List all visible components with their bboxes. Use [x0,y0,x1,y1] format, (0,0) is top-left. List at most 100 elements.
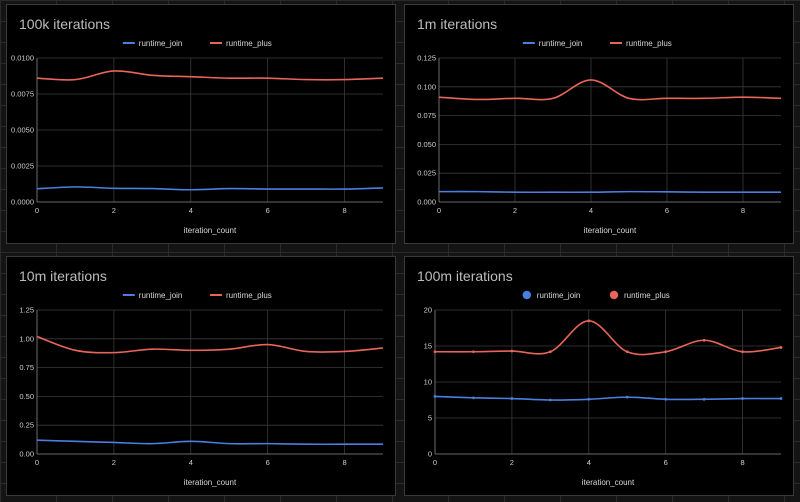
chart-1m: 1m iterations runtime_join runtime_plus 0.0… [417,16,782,235]
legend: runtime_join runtime_plus [522,39,672,48]
y-tick-label: 0.075 [417,111,436,120]
legend-label: runtime_join [537,291,581,300]
x-tick-label: 4 [587,458,591,467]
x-axis-label: iteration_count [184,226,237,235]
legend-label: runtime_plus [226,291,272,300]
legend-label: runtime_plus [226,39,272,48]
x-tick-label: 2 [112,206,116,215]
legend-item-runtime-join[interactable]: runtime_join [522,290,581,300]
x-tick-label: 8 [342,458,346,467]
y-tick-label: 5 [428,414,432,423]
y-tick-label: 1.00 [19,334,34,343]
legend-item-runtime-join[interactable]: runtime_join [122,291,183,300]
gridlines [435,309,781,454]
series-line [438,79,782,101]
series-line [36,70,384,81]
x-tick-label: 6 [664,458,668,467]
chart-title: 100k iterations [19,16,110,32]
data-point [548,398,552,402]
chart-panel-100k: 100k iterations runtime_join runtime_plus 0… [6,4,396,244]
data-point [625,350,629,354]
series-runtime-plus [438,79,782,101]
data-point [741,397,744,400]
y-tick-label: 0.000 [417,198,436,207]
series-line [36,335,384,354]
y-tick-label: 0.100 [417,82,436,91]
y-tick-label: 0.0000 [11,198,34,207]
data-point [472,396,475,400]
legend-label: runtime_join [139,291,183,300]
legend-swatch [522,290,531,300]
chart-panel-10m: 10m iterations runtime_join runtime_plus 0.… [6,256,396,496]
data-point [779,346,783,349]
data-point [779,397,783,400]
legend-item-runtime-join[interactable]: runtime_join [122,39,183,48]
y-tick-label: 1.25 [19,306,34,315]
data-point [702,338,706,342]
data-point [433,395,437,398]
legend: runtime_join runtime_plus [122,291,272,300]
series-runtime-join [36,439,383,446]
legend-label: runtime_join [539,39,583,48]
y-tick-label: 0.125 [417,54,436,63]
series-runtime-join [36,186,384,191]
series-runtime-join [433,395,783,402]
data-point [510,349,514,353]
series-runtime-join [438,190,781,194]
series-line [438,190,781,194]
series-runtime-plus [36,70,384,81]
chart-100k: 100k iterations runtime_join runtime_plus 0… [11,16,384,235]
chart-100m: 100m iterations runtime_join runtime_plus 0… [417,268,783,487]
data-point [664,350,668,354]
gridlines [37,57,383,202]
y-tick-label: 0.0050 [11,126,34,135]
x-tick-label: 2 [513,206,517,215]
x-tick-label: 6 [665,206,669,215]
gridlines [439,57,781,202]
y-tick-label: 0.0075 [11,90,34,99]
chart-title: 1m iterations [417,16,497,32]
y-tick-label: 0.25 [19,421,34,430]
gridlines [37,309,383,454]
legend-item-runtime-plus[interactable]: runtime_plus [610,39,672,48]
x-axis-label: iteration_count [184,478,237,487]
data-point [548,350,552,354]
x-tick-label: 4 [589,206,593,215]
legend-label: runtime_plus [624,291,670,300]
data-point [625,395,629,399]
legend: runtime_join runtime_plus [122,39,272,48]
legend-item-runtime-plus[interactable]: runtime_plus [210,39,272,48]
chart-panel-1m: 1m iterations runtime_join runtime_plus 0.0… [404,4,794,244]
legend-item-runtime-plus[interactable]: runtime_plus [210,291,272,300]
y-tick-label: 0.75 [19,363,34,372]
data-point [741,350,744,354]
legend-item-runtime-plus[interactable]: runtime_plus [609,290,670,300]
x-tick-label: 0 [35,458,39,467]
x-tick-label: 0 [437,206,441,215]
data-point [472,350,475,354]
series-runtime-plus [36,335,384,354]
data-point [433,350,437,354]
x-tick-label: 8 [342,206,346,215]
x-tick-label: 6 [266,458,270,467]
y-tick-label: 0 [428,450,432,459]
data-point [587,319,591,323]
x-tick-label: 0 [433,458,437,467]
x-tick-label: 8 [741,206,745,215]
x-axis-label: iteration_count [584,226,637,235]
series-line [434,319,782,356]
x-tick-label: 4 [189,206,193,215]
legend-swatch [609,290,619,300]
y-tick-label: 0.50 [19,392,34,401]
data-point [510,397,514,400]
data-point [702,397,706,401]
x-tick-label: 2 [510,458,514,467]
y-tick-label: 15 [424,342,432,351]
x-tick-label: 2 [112,458,116,467]
y-tick-label: 20 [424,306,432,315]
legend-label: runtime_plus [626,39,672,48]
legend: runtime_join runtime_plus [522,290,670,300]
legend-item-runtime-join[interactable]: runtime_join [522,39,583,48]
series-line [434,395,782,401]
x-tick-label: 0 [35,206,39,215]
